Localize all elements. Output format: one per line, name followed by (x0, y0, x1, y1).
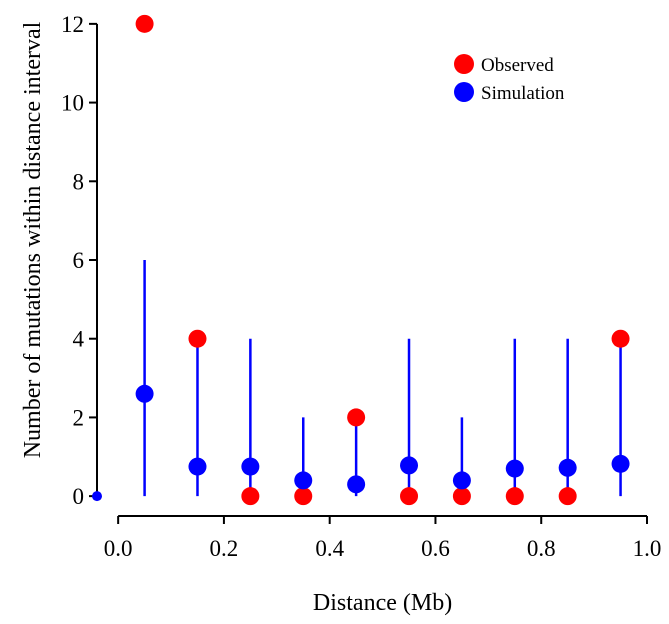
y-tick-label-8: 8 (73, 169, 85, 194)
simulation-point-5 (347, 475, 366, 494)
observed-point-9 (558, 487, 577, 506)
simulation-point-4 (294, 471, 313, 490)
observed-point-6 (400, 487, 419, 506)
observed-point-10 (611, 329, 630, 348)
simulation-point-1 (135, 384, 154, 403)
legend-marker-observed (454, 54, 474, 74)
simulation-error-bars (143, 260, 622, 497)
simulation-point-7 (452, 471, 471, 490)
simulation-point-9 (558, 458, 577, 477)
legend-label-simulation: Simulation (481, 83, 565, 104)
y-tick-label-12: 12 (61, 12, 84, 37)
simulation-point-6 (400, 456, 419, 475)
observed-point-1 (135, 14, 154, 33)
observed-point-7 (452, 487, 471, 506)
y-tick-label-6: 6 (73, 248, 85, 273)
y-tick-label-4: 4 (73, 327, 85, 352)
y-axis-ticks: 0 2 4 6 8 10 12 (61, 12, 97, 509)
legend-label-observed: Observed (481, 55, 554, 76)
observed-point-3 (241, 487, 260, 506)
x-tick-label-0.8: 0.8 (527, 536, 556, 561)
legend-marker-simulation (454, 82, 474, 102)
observed-point-5 (347, 408, 366, 427)
observed-point-4 (294, 487, 313, 506)
y-axis-title: Number of mutations within distance inte… (20, 21, 46, 458)
observed-point-8 (505, 487, 524, 506)
simulation-point-8 (505, 459, 524, 478)
y-tick-label-0: 0 (73, 484, 85, 509)
data-points (92, 14, 630, 506)
axes (96, 23, 647, 517)
y-tick-label-10: 10 (61, 91, 84, 116)
simulation-point-10 (611, 454, 630, 473)
x-axis-ticks: 0.0 0.2 0.4 0.6 0.8 1.0 (104, 516, 662, 561)
simulation-point-2 (188, 457, 207, 476)
y-tick-label-2: 2 (73, 405, 85, 430)
simulation-point-3 (241, 457, 260, 476)
x-tick-label-1.0: 1.0 (633, 536, 662, 561)
legend: Observed Simulation (454, 54, 565, 104)
observed-point-2 (188, 329, 207, 348)
x-tick-label-0.0: 0.0 (104, 536, 133, 561)
x-tick-label-0.6: 0.6 (421, 536, 450, 561)
x-axis-title: Distance (Mb) (313, 590, 452, 616)
x-tick-label-0.4: 0.4 (315, 536, 344, 561)
x-tick-label-0.2: 0.2 (210, 536, 239, 561)
simulation-point-edge (92, 491, 102, 502)
